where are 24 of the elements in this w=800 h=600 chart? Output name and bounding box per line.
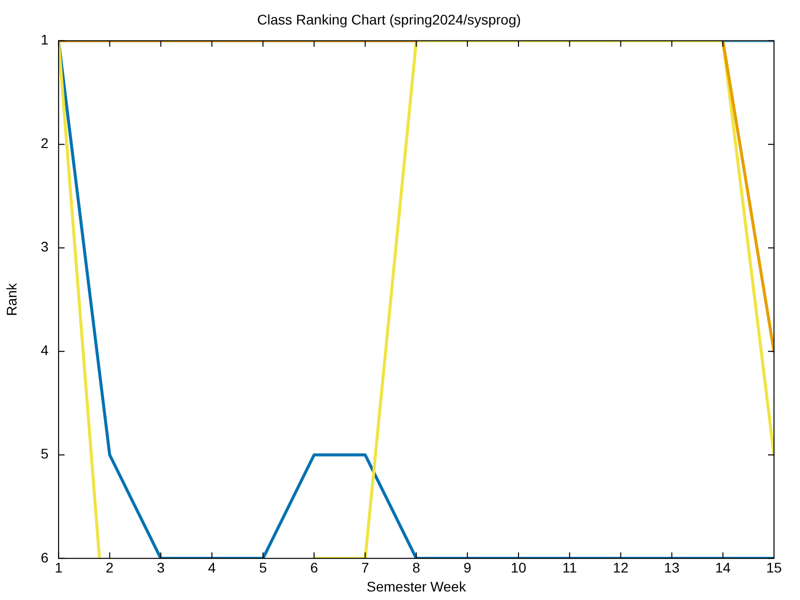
y-tick-label: 6 [40,549,49,566]
x-tick-label: 8 [412,560,420,576]
y-tick-label: 1 [40,32,49,48]
x-tick-label: 6 [310,560,318,576]
x-tick-label: 10 [510,560,526,576]
x-tick-label: 13 [664,560,680,576]
x-tick-label: 4 [208,560,216,576]
x-tick-label: 9 [463,560,472,576]
x-tick-label: 11 [562,560,578,576]
y-tick-label: 4 [40,342,49,358]
x-tick-label: 5 [259,560,268,576]
y-tick-label: 3 [40,238,49,255]
x-tick-label: 7 [361,560,370,576]
x-tick-label: 15 [766,560,782,576]
x-tick-label: 1 [54,560,63,576]
y-axis-title: Rank [3,282,20,316]
y-tick-label: 2 [40,135,49,152]
x-tick-label: 12 [612,560,629,576]
y-tick-label: 5 [40,446,49,462]
x-tick-label: 14 [715,560,731,576]
x-tick-label: 2 [106,560,114,576]
x-axis-title: Semester Week [366,578,467,594]
chart-title: Class Ranking Chart (spring2024/sysprog) [257,11,521,28]
x-tick-label: 3 [156,560,165,576]
